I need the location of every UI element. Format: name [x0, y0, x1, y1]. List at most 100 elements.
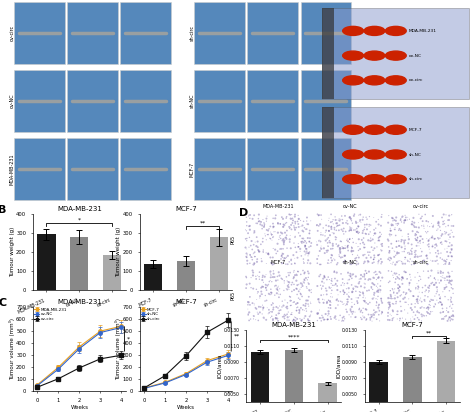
Point: [360, 280, 368, 286]
Point: [289, 279, 296, 286]
Point: [412, 231, 420, 238]
Point: [375, 311, 383, 318]
Point: [437, 299, 445, 306]
Point: [374, 304, 382, 311]
Point: [410, 215, 417, 221]
Point: [306, 249, 313, 255]
Point: [339, 301, 347, 308]
Point: [362, 306, 369, 312]
Point: [412, 224, 420, 230]
Point: [315, 238, 322, 244]
Point: [443, 229, 450, 236]
Point: [391, 217, 398, 223]
Point: [374, 289, 382, 295]
Point: [334, 287, 341, 293]
Point: [313, 239, 320, 245]
Point: [280, 239, 288, 245]
Point: [341, 280, 348, 287]
Point: [306, 238, 313, 244]
Point: [302, 275, 310, 281]
Point: [412, 251, 419, 258]
Point: [328, 277, 335, 284]
Point: [318, 318, 325, 324]
Point: [297, 239, 305, 245]
Point: [292, 318, 299, 324]
Point: [304, 317, 312, 324]
Text: D: D: [239, 208, 249, 218]
Point: [374, 258, 382, 265]
Point: [250, 229, 257, 236]
Point: [280, 239, 288, 246]
Point: [295, 295, 302, 302]
Point: [423, 253, 430, 259]
Point: [286, 232, 294, 239]
Point: [251, 261, 258, 267]
Point: [290, 269, 298, 275]
Point: [269, 306, 277, 313]
Point: [292, 301, 300, 307]
Point: [412, 284, 419, 291]
Point: [357, 309, 365, 315]
Point: [305, 270, 312, 277]
Point: [268, 237, 276, 243]
Point: [300, 302, 307, 309]
Point: [424, 228, 432, 235]
Point: [314, 296, 322, 302]
Point: [386, 303, 394, 309]
Point: [342, 302, 349, 309]
Point: [448, 211, 456, 218]
Point: [317, 229, 325, 236]
Point: [437, 227, 444, 234]
Point: [425, 241, 433, 248]
Point: [445, 309, 452, 315]
Point: [346, 276, 353, 283]
Point: [425, 238, 432, 244]
Point: [348, 261, 356, 268]
Point: [376, 318, 383, 324]
Point: [420, 257, 428, 264]
Point: [373, 243, 381, 250]
Point: [326, 285, 333, 291]
Point: [414, 293, 422, 300]
Point: [283, 311, 291, 318]
Point: [389, 259, 397, 266]
Point: [328, 223, 335, 230]
Point: [253, 258, 261, 265]
Point: [358, 316, 365, 323]
Point: [246, 212, 254, 218]
Point: [285, 286, 293, 293]
Point: [264, 250, 272, 257]
Point: [300, 235, 307, 242]
Point: [281, 280, 288, 286]
Point: [344, 299, 351, 305]
Point: [370, 281, 377, 288]
Point: [371, 230, 378, 237]
Point: [421, 298, 428, 304]
Y-axis label: Tumour weight (g): Tumour weight (g): [10, 227, 15, 277]
Point: [395, 272, 403, 278]
Bar: [437, 341, 456, 412]
Point: [267, 235, 274, 242]
Point: [370, 227, 378, 233]
Point: [447, 281, 455, 288]
Point: [411, 249, 419, 255]
Point: [424, 304, 431, 311]
Point: [370, 214, 377, 221]
Point: [322, 237, 329, 244]
Point: [283, 245, 291, 251]
Bar: [319, 383, 337, 412]
Point: [337, 250, 344, 256]
Point: [287, 302, 294, 309]
Point: [280, 241, 288, 248]
Point: [277, 307, 284, 314]
Text: **: **: [234, 334, 240, 339]
Point: [327, 299, 335, 306]
Point: [307, 299, 314, 305]
Point: [247, 316, 255, 322]
Point: [268, 260, 275, 267]
Point: [344, 280, 351, 287]
Point: [293, 307, 301, 314]
Point: [395, 287, 403, 294]
Point: [399, 275, 406, 281]
Point: [396, 298, 404, 305]
